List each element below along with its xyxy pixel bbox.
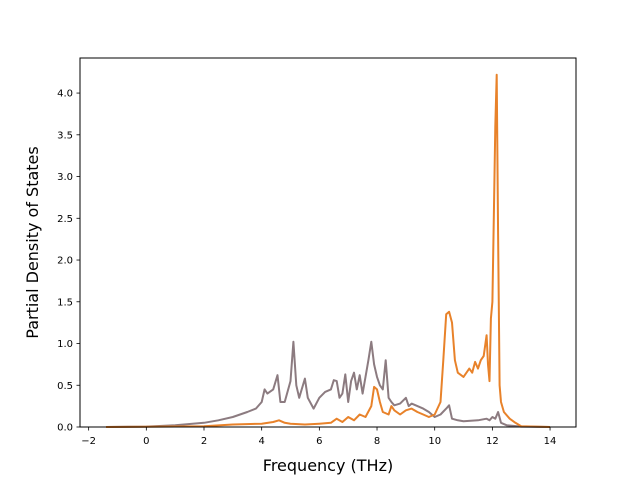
x-tick-label: 2 bbox=[201, 436, 207, 447]
x-tick-label: 12 bbox=[486, 436, 499, 447]
x-tick-label: 8 bbox=[374, 436, 380, 447]
plot-frame bbox=[79, 57, 577, 428]
x-ticks: −2 0 2 4 6 8 10 12 14 bbox=[81, 427, 556, 447]
y-tick-label: 1.5 bbox=[57, 297, 73, 308]
y-tick-label: 0.5 bbox=[57, 381, 73, 392]
x-tick-label: 6 bbox=[316, 436, 322, 447]
x-tick-label: 14 bbox=[544, 436, 557, 447]
x-tick-label: −2 bbox=[81, 436, 96, 447]
y-tick-label: 3.0 bbox=[57, 172, 73, 183]
x-tick-label: 4 bbox=[258, 436, 264, 447]
x-axis-label: Frequency (THz) bbox=[263, 456, 393, 475]
series-line-2 bbox=[105, 73, 551, 428]
y-tick-label: 2.5 bbox=[57, 214, 73, 225]
y-axis-label: Partial Density of States bbox=[23, 146, 42, 338]
series-layer bbox=[105, 73, 551, 428]
series-line-1 bbox=[105, 340, 551, 428]
y-ticks: 0.0 0.5 1.0 1.5 2.0 2.5 3.0 3.5 4.0 bbox=[57, 89, 80, 434]
x-tick-label: 10 bbox=[428, 436, 441, 447]
y-tick-label: 1.0 bbox=[57, 339, 73, 350]
y-tick-label: 3.5 bbox=[57, 130, 73, 141]
y-tick-label: 0.0 bbox=[57, 423, 73, 434]
y-tick-label: 2.0 bbox=[57, 256, 73, 267]
y-tick-label: 4.0 bbox=[57, 89, 73, 100]
x-tick-label: 0 bbox=[143, 436, 149, 447]
